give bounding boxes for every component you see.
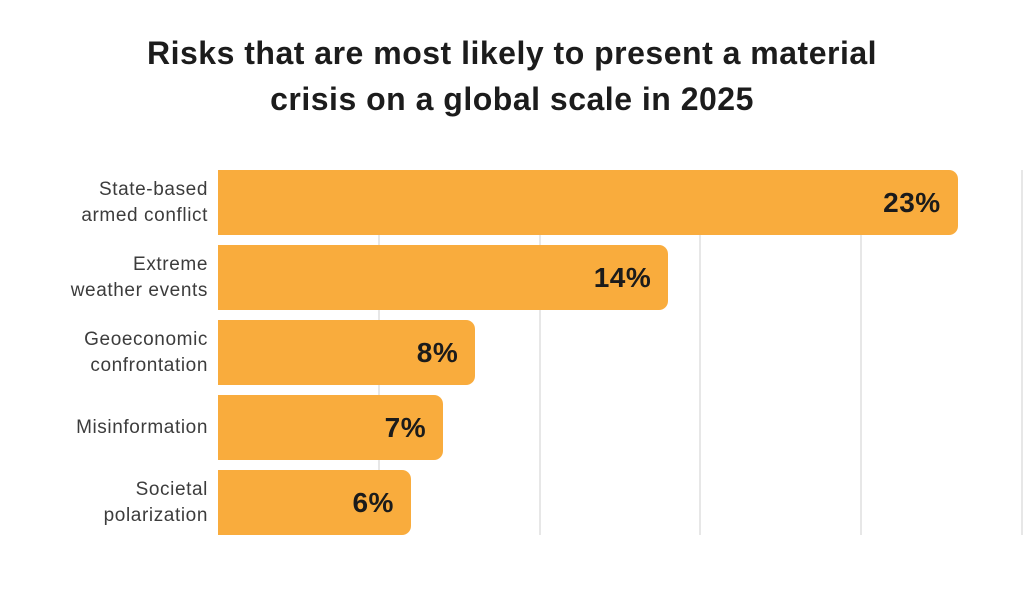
bar: 7% xyxy=(218,395,444,460)
bar-track: 6% xyxy=(218,470,1022,535)
bar-row: State-based armed conflict 23% xyxy=(0,170,1022,235)
bar-value-label: 23% xyxy=(883,186,941,218)
bar-row: Misinformation 7% xyxy=(0,395,1022,460)
bar-row: Societal polarization 6% xyxy=(0,470,1022,535)
category-label: Extreme weather events xyxy=(70,253,208,301)
bar-row: Extreme weather events 14% xyxy=(0,245,1022,310)
category-label: State-based armed conflict xyxy=(81,178,208,226)
bar: 6% xyxy=(218,470,411,535)
bar-value-label: 8% xyxy=(416,336,459,368)
bar: 8% xyxy=(218,320,476,385)
chart-rows: State-based armed conflict 23% Extreme wea… xyxy=(0,170,1022,535)
category-label: Geoeconomic confrontation xyxy=(84,328,208,376)
chart-title-line2: crisis on a global scale in 2025 xyxy=(270,81,754,117)
chart-title: Risks that are most likely to present a … xyxy=(0,30,1024,122)
category-label: Misinformation xyxy=(76,416,208,438)
bar-track: 23% xyxy=(218,170,1022,235)
bar-track: 8% xyxy=(218,320,1022,385)
gridline xyxy=(699,170,702,535)
gridline xyxy=(538,170,541,535)
bar-track: 7% xyxy=(218,395,1022,460)
bar-row: Geoeconomic confrontation 8% xyxy=(0,320,1022,385)
bar-value-label: 14% xyxy=(593,261,652,293)
bar-value-label: 6% xyxy=(352,486,394,518)
bar: 23% xyxy=(218,170,958,235)
category-label: Societal polarization xyxy=(103,478,208,526)
gridline xyxy=(860,170,863,535)
bar-value-label: 7% xyxy=(384,411,427,443)
chart-title-line1: Risks that are most likely to present a … xyxy=(146,35,878,71)
bar: 14% xyxy=(218,245,669,310)
gridline xyxy=(1021,170,1023,535)
bar-track: 14% xyxy=(218,245,1022,310)
bar-chart: State-based armed conflict 23% Extreme wea… xyxy=(0,170,1023,537)
